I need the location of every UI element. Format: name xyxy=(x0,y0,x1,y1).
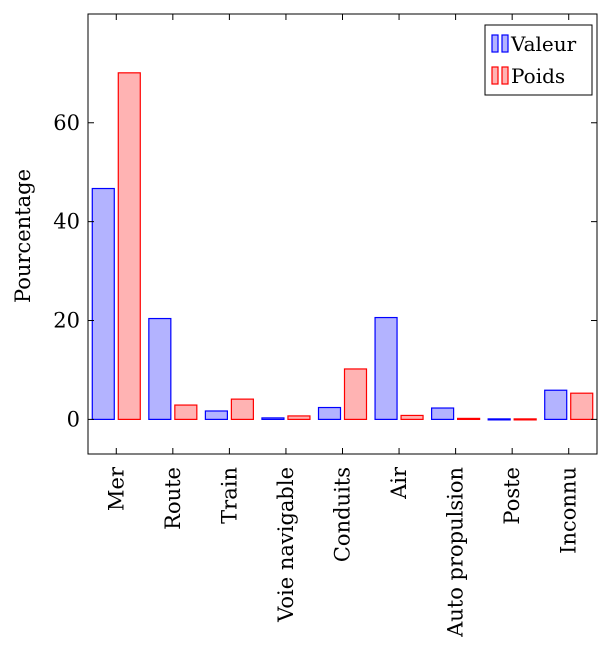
plot-frame xyxy=(87,13,598,455)
y-tick-label-3: 60 xyxy=(53,111,80,135)
bar-poids-8 xyxy=(570,392,594,420)
x-tick-label-6: Auto propulsion xyxy=(444,467,468,638)
bar-valeur-3 xyxy=(261,417,285,420)
legend-swatch-valeur-a xyxy=(491,34,499,53)
x-tick-label-1: Route xyxy=(161,467,185,530)
bar-poids-0 xyxy=(117,72,141,420)
x-tick-label-3: Voie navigable xyxy=(274,467,298,623)
bar-poids-3 xyxy=(287,415,311,420)
bar-valeur-6 xyxy=(431,407,455,420)
bar-poids-2 xyxy=(230,398,254,420)
legend-swatch-poids-a xyxy=(491,66,499,85)
bar-valeur-7 xyxy=(487,418,511,421)
bar-valeur-0 xyxy=(91,187,115,420)
bar-poids-7 xyxy=(513,418,537,421)
y-tick-label-0: 0 xyxy=(67,407,80,431)
bar-valeur-4 xyxy=(317,406,342,420)
bar-valeur-8 xyxy=(544,389,568,420)
x-tick-label-8: Inconnu xyxy=(557,467,581,554)
x-tick-label-7: Poste xyxy=(500,467,524,525)
x-tick-label-4: Conduits xyxy=(331,467,355,562)
tick-labels-group: Mer Route Train Voie navigable Conduits Air Au… xyxy=(53,111,580,638)
x-tick-label-5: Air xyxy=(387,466,411,500)
legend-swatch-valeur-b xyxy=(501,34,509,53)
legend-label-valeur: Valeur xyxy=(510,32,577,56)
legend-swatch-poids-b xyxy=(501,66,509,85)
bar-poids-1 xyxy=(174,404,198,420)
y-tick-label-2: 40 xyxy=(53,210,80,234)
bar-valeur-1 xyxy=(148,317,172,420)
x-tick-label-0: Mer xyxy=(104,466,128,511)
bar-poids-5 xyxy=(400,414,424,420)
ticks-group xyxy=(88,14,597,454)
legend: Valeur Poids xyxy=(484,24,593,96)
bar-poids-4 xyxy=(343,368,368,420)
bar-valeur-5 xyxy=(374,316,398,420)
y-axis-title: Pourcentage xyxy=(11,169,35,303)
x-tick-label-2: Train xyxy=(217,467,241,524)
legend-label-poids: Poids xyxy=(511,64,565,88)
y-tick-label-1: 20 xyxy=(53,309,80,333)
bars-group xyxy=(91,72,594,421)
bar-valeur-2 xyxy=(204,410,228,420)
bar-poids-6 xyxy=(457,417,481,421)
